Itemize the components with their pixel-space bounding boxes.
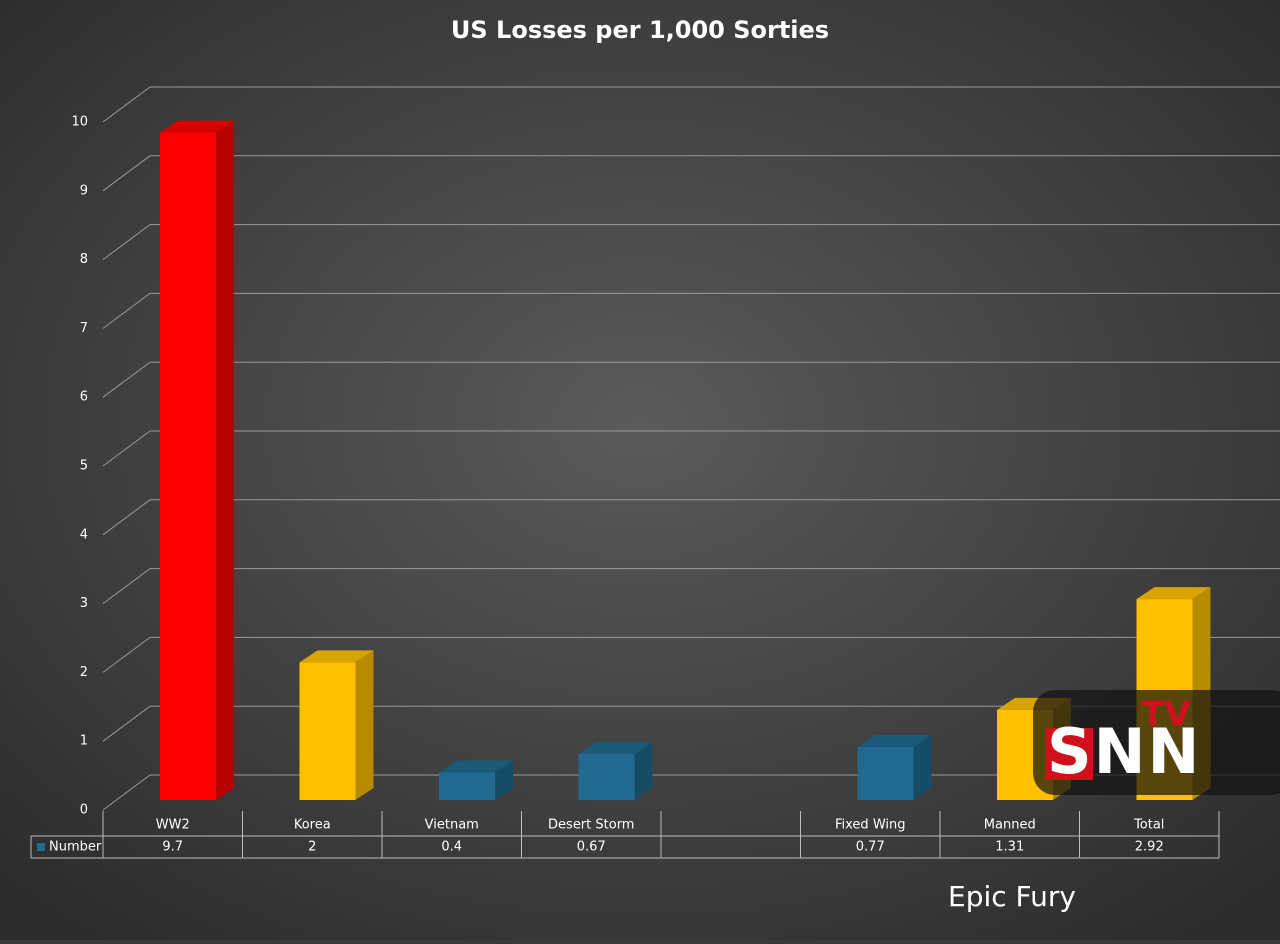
bar — [578, 753, 635, 800]
bar — [439, 772, 495, 800]
x-tick-label: Vietnam — [425, 818, 479, 833]
bar-top — [857, 735, 932, 748]
bar-top — [439, 760, 513, 773]
grid-line — [102, 292, 1280, 329]
grid-line — [102, 568, 1280, 605]
x-tick-label: Desert Storm — [548, 818, 634, 833]
y-tick-label: 9 — [80, 183, 88, 198]
grid-line — [102, 636, 1280, 673]
logo-main: SNN — [1047, 715, 1201, 788]
plot: 0 1 2 3 4 5 6 7 8 9 10 Number WW2 9.7 Korea 2 Vietnam 0.4… — [30, 86, 1280, 859]
annotation: Epic Fury — [948, 880, 1076, 913]
table-value: 1.31 — [995, 840, 1024, 855]
grid-line — [102, 86, 1280, 123]
bar-top — [160, 120, 234, 133]
y-tick-label: 7 — [80, 321, 88, 336]
table-value: 2 — [308, 840, 316, 855]
bar-top — [299, 650, 374, 663]
legend-swatch — [37, 843, 45, 851]
y-tick-label: 0 — [80, 803, 88, 818]
chart-title: US Losses per 1,000 Sorties — [451, 16, 829, 44]
bar-side — [913, 735, 932, 800]
y-tick-label: 10 — [71, 115, 88, 130]
legend-label: Number — [49, 840, 102, 855]
logo-superscript: TV — [1141, 695, 1191, 735]
y-tick-label: 3 — [80, 596, 88, 611]
y-tick-label: 5 — [80, 459, 88, 474]
bar — [857, 747, 914, 800]
logo-backdrop — [1033, 690, 1280, 795]
grid-line — [102, 499, 1280, 536]
x-tick-label: Manned — [984, 818, 1036, 833]
y-tick-label: 4 — [80, 527, 88, 542]
bar-side — [634, 741, 653, 800]
y-tick-label: 2 — [80, 665, 88, 680]
y-tick-label: 1 — [80, 734, 88, 749]
y-tick-label: 6 — [80, 390, 88, 405]
table-value: 0.77 — [856, 840, 885, 855]
logo-red-box — [1045, 728, 1093, 780]
table-value: 2.92 — [1135, 840, 1164, 855]
x-tick-label: WW2 — [156, 818, 190, 833]
grid-line — [102, 155, 1280, 192]
bar-side — [355, 650, 374, 800]
grid-line — [102, 430, 1280, 467]
grid-line — [102, 705, 1280, 742]
bar — [160, 132, 216, 800]
x-tick-label: Korea — [294, 818, 331, 833]
table-value: 0.4 — [441, 840, 462, 855]
x-tick-label: Fixed Wing — [835, 818, 906, 833]
y-tick-label: 8 — [80, 252, 88, 267]
bar-top — [1136, 587, 1211, 600]
bar-side — [216, 120, 234, 800]
table-value: 9.7 — [162, 840, 183, 855]
grid-line — [102, 361, 1280, 398]
bar — [299, 662, 356, 800]
x-tick-label: Total — [1133, 818, 1164, 833]
table-value: 0.67 — [577, 840, 606, 855]
logo: SNN TV — [1033, 690, 1280, 795]
grid-line — [102, 224, 1280, 261]
bar-side — [495, 760, 513, 800]
bar-top — [578, 741, 653, 754]
